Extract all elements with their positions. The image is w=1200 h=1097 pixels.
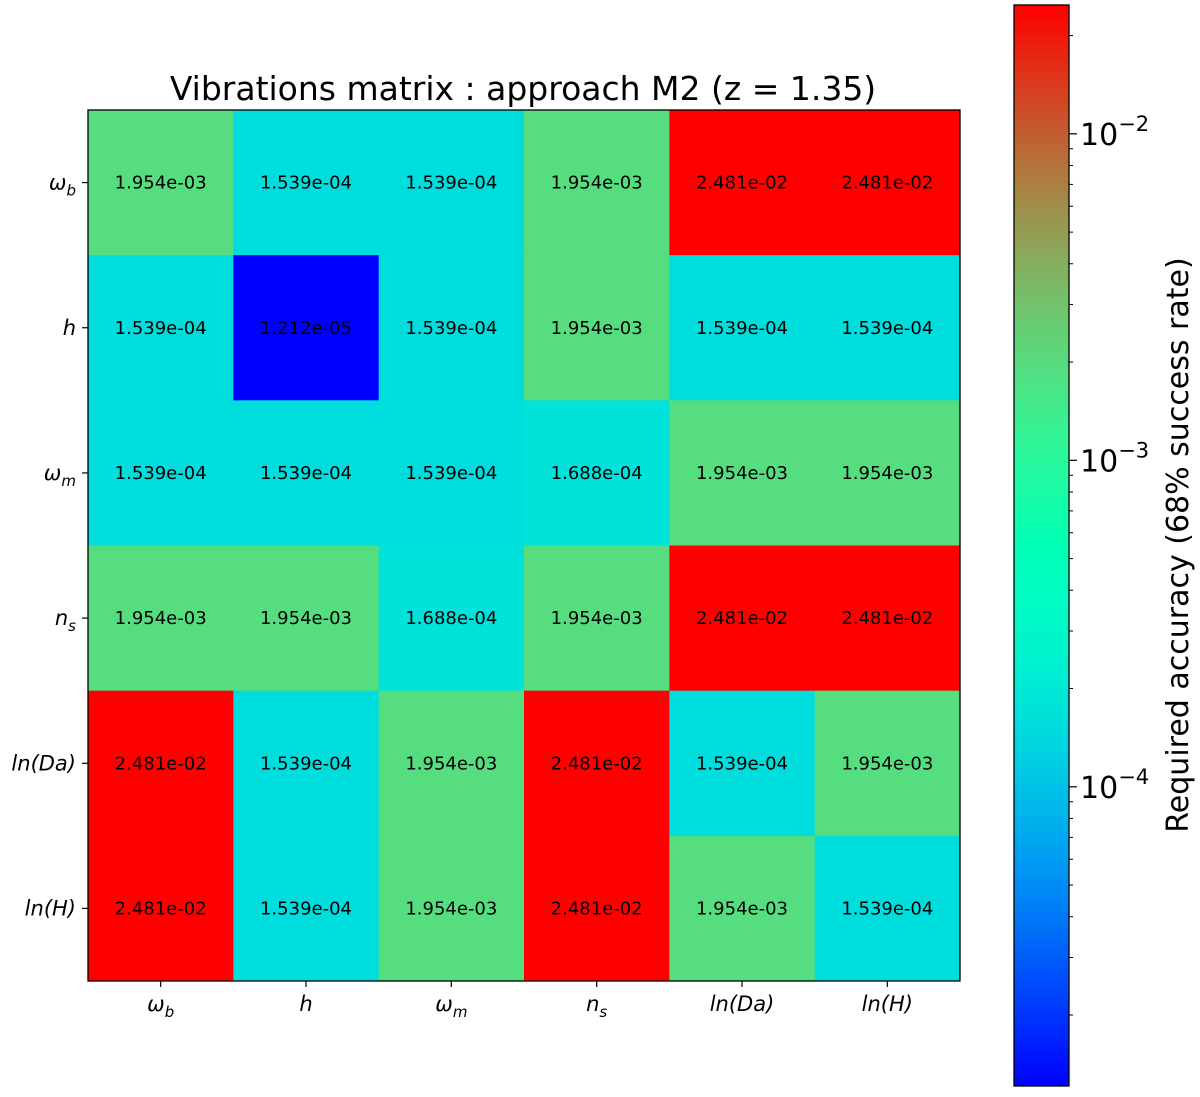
cell-value-label: 1.539e-04 (115, 463, 207, 484)
heatmap-cell-2-0 (88, 400, 234, 546)
cell-value-label: 1.954e-03 (696, 898, 788, 919)
heatmap-cell-1-5 (814, 255, 961, 401)
cell-value-label: 1.954e-03 (115, 173, 207, 194)
cell-value-label: 1.539e-04 (405, 463, 497, 484)
heatmap-cell-5-2 (378, 835, 525, 982)
cell-value-label: 1.539e-04 (260, 898, 352, 919)
cell-value-label: 2.481e-02 (115, 898, 207, 919)
heatmap-cell-3-1 (233, 545, 380, 692)
heatmap-cell-3-4 (669, 545, 816, 692)
heatmap-cell-2-5 (814, 400, 961, 546)
cell-value-label: 1.954e-03 (551, 173, 643, 194)
y-tick-label: h (63, 316, 76, 340)
heatmap-cell-0-0 (88, 110, 234, 256)
x-tick-label: h (299, 992, 312, 1016)
cell-value-label: 1.954e-03 (551, 608, 643, 629)
heatmap-cell-1-4 (669, 255, 816, 401)
heatmap-cell-5-3 (524, 835, 670, 982)
heatmap-cell-5-5 (814, 835, 961, 982)
cell-value-label: 1.954e-03 (260, 608, 352, 629)
y-tick-label: ωb (49, 171, 76, 200)
cell-value-label: 2.481e-02 (841, 608, 933, 629)
heatmap-cell-4-1 (233, 690, 380, 837)
x-tick-label: ωb (147, 992, 174, 1021)
colorbar-label: Required accuracy (68% success rate) (1161, 257, 1196, 832)
heatmap-cell-1-1 (233, 255, 380, 401)
heatmap-cell-4-5 (814, 690, 961, 837)
cell-value-label: 1.539e-04 (696, 753, 788, 774)
heatmap-cell-2-2 (378, 400, 525, 546)
cell-value-label: 1.954e-03 (551, 318, 643, 339)
colorbar-tick-label: 10−3 (1080, 438, 1149, 479)
plot-frame (87, 109, 961, 982)
heatmap-cell-0-1 (233, 110, 380, 256)
heatmap-cell-4-4 (669, 690, 816, 837)
cell-value-label: 1.688e-04 (551, 463, 643, 484)
cell-value-label: 2.481e-02 (841, 173, 933, 194)
y-tick-label: ωm (44, 461, 76, 490)
cell-value-label: 1.954e-03 (405, 753, 497, 774)
cell-value-label: 1.688e-04 (405, 608, 497, 629)
heatmap-cell-4-3 (524, 690, 670, 837)
cell-value-label: 1.954e-03 (405, 898, 497, 919)
heatmap-cell-2-3 (524, 400, 670, 546)
colorbar-tick-label: 10−4 (1080, 765, 1149, 806)
heatmap-cell-3-5 (814, 545, 961, 692)
cell-value-label: 2.481e-02 (551, 898, 643, 919)
cell-value-label: 1.954e-03 (115, 608, 207, 629)
cell-value-label: 2.481e-02 (115, 753, 207, 774)
heatmap-cell-0-2 (378, 110, 525, 256)
heatmap-cell-4-0 (88, 690, 234, 837)
colorbar (1014, 5, 1069, 1086)
heatmap-cell-0-4 (669, 110, 816, 256)
heatmap-cell-0-3 (524, 110, 670, 256)
cell-value-label: 2.481e-02 (696, 173, 788, 194)
heatmap-cell-0-5 (814, 110, 961, 256)
heatmap-cell-1-2 (378, 255, 525, 401)
cell-value-label: 2.481e-02 (696, 608, 788, 629)
x-tick-label: ln(H) (862, 992, 913, 1016)
heatmap-cell-4-2 (378, 690, 525, 837)
cell-value-label: 1.539e-04 (260, 173, 352, 194)
x-tick-label: ln(Da) (710, 992, 775, 1016)
heatmap-cell-5-4 (669, 835, 816, 982)
cell-value-label: 1.212e-05 (260, 318, 352, 339)
heatmap-cell-3-0 (88, 545, 234, 692)
heatmap-cell-5-0 (88, 835, 234, 982)
cell-value-label: 1.539e-04 (405, 318, 497, 339)
heatmap-cell-3-3 (524, 545, 670, 692)
colorbar-frame (1013, 4, 1070, 1087)
colorbar-tick-label: 10−2 (1080, 112, 1149, 153)
heatmap-cell-1-0 (88, 255, 234, 401)
cell-value-label: 1.954e-03 (841, 753, 933, 774)
cell-value-label: 1.539e-04 (405, 173, 497, 194)
cell-value-label: 1.954e-03 (696, 463, 788, 484)
cell-value-label: 1.539e-04 (841, 898, 933, 919)
cell-value-label: 1.954e-03 (841, 463, 933, 484)
cell-value-label: 1.539e-04 (115, 318, 207, 339)
y-tick-label: ln(Da) (11, 751, 76, 775)
cell-value-label: 2.481e-02 (551, 753, 643, 774)
heatmap-cell-5-1 (233, 835, 380, 982)
x-tick-label: ωm (435, 992, 467, 1021)
heatmap-cell-2-4 (669, 400, 816, 546)
x-tick-label: ns (586, 992, 607, 1021)
cell-value-label: 1.539e-04 (260, 463, 352, 484)
cell-value-label: 1.539e-04 (260, 753, 352, 774)
cell-value-label: 1.539e-04 (841, 318, 933, 339)
y-tick-label: ns (55, 606, 76, 635)
heatmap-cell-1-3 (524, 255, 670, 401)
cell-value-label: 1.539e-04 (696, 318, 788, 339)
y-tick-label: ln(H) (25, 896, 76, 920)
chart-title: Vibrations matrix : approach M2 (z = 1.3… (170, 69, 876, 108)
heatmap-cell-3-2 (378, 545, 525, 692)
heatmap-cell-2-1 (233, 400, 380, 546)
